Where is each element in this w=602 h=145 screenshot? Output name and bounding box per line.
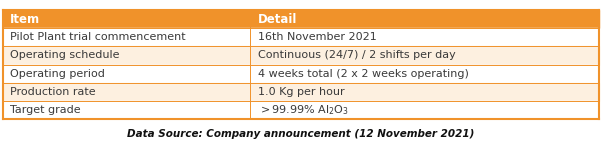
Text: $\mathregular{>99.99\%\ Al_2O_3}$: $\mathregular{>99.99\%\ Al_2O_3}$ bbox=[258, 103, 349, 117]
Text: 4 weeks total (2 x 2 weeks operating): 4 weeks total (2 x 2 weeks operating) bbox=[258, 69, 468, 79]
Bar bbox=[3, 28, 599, 46]
Text: Production rate: Production rate bbox=[10, 87, 96, 97]
Text: 16th November 2021: 16th November 2021 bbox=[258, 32, 376, 42]
Text: Detail: Detail bbox=[258, 13, 297, 26]
Text: Operating schedule: Operating schedule bbox=[10, 50, 120, 60]
Bar bbox=[3, 65, 599, 83]
Bar bbox=[3, 101, 599, 119]
Text: Data Source: Company announcement (12 November 2021): Data Source: Company announcement (12 No… bbox=[127, 129, 475, 139]
Bar bbox=[3, 46, 599, 65]
Bar bbox=[3, 10, 599, 28]
Text: Item: Item bbox=[10, 13, 40, 26]
Text: Continuous (24/7) / 2 shifts per day: Continuous (24/7) / 2 shifts per day bbox=[258, 50, 455, 60]
Text: Pilot Plant trial commencement: Pilot Plant trial commencement bbox=[10, 32, 186, 42]
Text: 1.0 Kg per hour: 1.0 Kg per hour bbox=[258, 87, 344, 97]
Text: Target grade: Target grade bbox=[10, 105, 81, 115]
Bar bbox=[3, 83, 599, 101]
Text: Operating period: Operating period bbox=[10, 69, 105, 79]
